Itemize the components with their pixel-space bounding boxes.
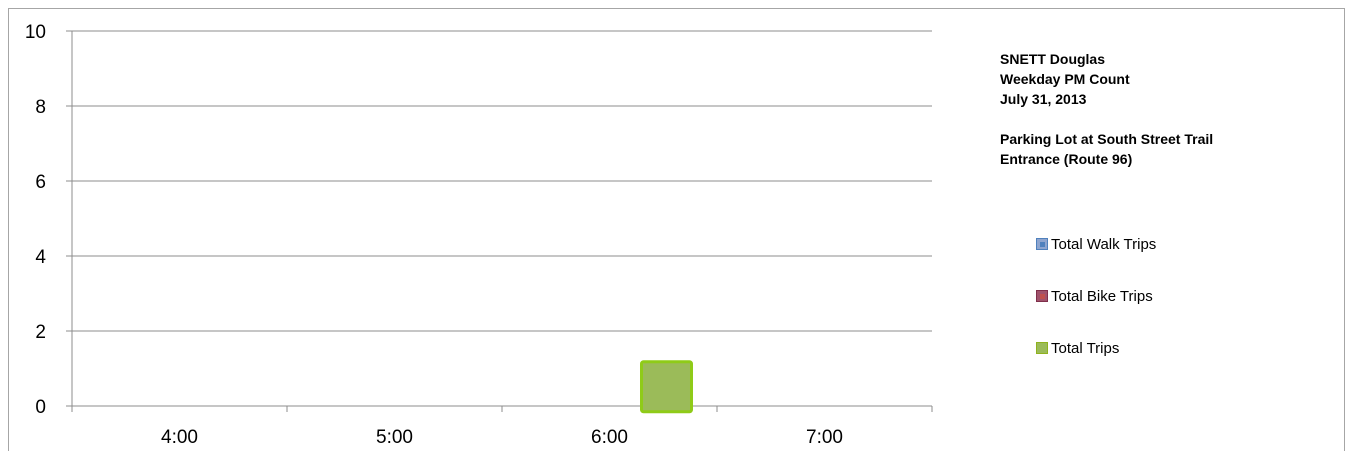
chart-frame <box>8 8 1345 451</box>
chart-location-line2: Entrance (Route 96) <box>1000 151 1133 167</box>
x-tick-label: 5:00 <box>376 427 413 448</box>
legend-swatch-total <box>1036 342 1048 354</box>
chart-legend: Total Walk Trips Total Bike Trips Total … <box>1036 234 1156 390</box>
x-tick-label: 6:00 <box>591 427 628 448</box>
chart-date: July 31, 2013 <box>1000 91 1087 107</box>
data-point-total-trips <box>640 360 693 414</box>
legend-label-walk: Total Walk Trips <box>1051 235 1157 253</box>
chart-location-line1: Parking Lot at South Street Trail <box>1000 131 1214 147</box>
y-tick-label: 10 <box>25 22 46 43</box>
y-tick-label: 0 <box>35 397 46 418</box>
x-tick-label: 4:00 <box>161 427 198 448</box>
x-tick-label: 7:00 <box>806 427 843 448</box>
y-tick-label: 8 <box>35 97 46 118</box>
legend-item-walk: Total Walk Trips <box>1036 234 1156 254</box>
legend-label-bike: Total Bike Trips <box>1051 287 1153 305</box>
y-tick-label: 4 <box>35 247 46 268</box>
y-tick-label: 6 <box>35 172 46 193</box>
legend-swatch-bike <box>1036 290 1048 302</box>
chart-subtitle: Weekday PM Count <box>1000 71 1130 87</box>
legend-swatch-walk <box>1036 238 1048 250</box>
legend-label-total: Total Trips <box>1051 339 1120 357</box>
y-tick-label: 2 <box>35 322 46 343</box>
chart-info-block: SNETT Douglas Weekday PM Count July 31, … <box>1000 49 1213 169</box>
chart-title: SNETT Douglas <box>1000 51 1106 67</box>
legend-item-bike: Total Bike Trips <box>1036 286 1156 306</box>
legend-item-total: Total Trips <box>1036 338 1156 358</box>
